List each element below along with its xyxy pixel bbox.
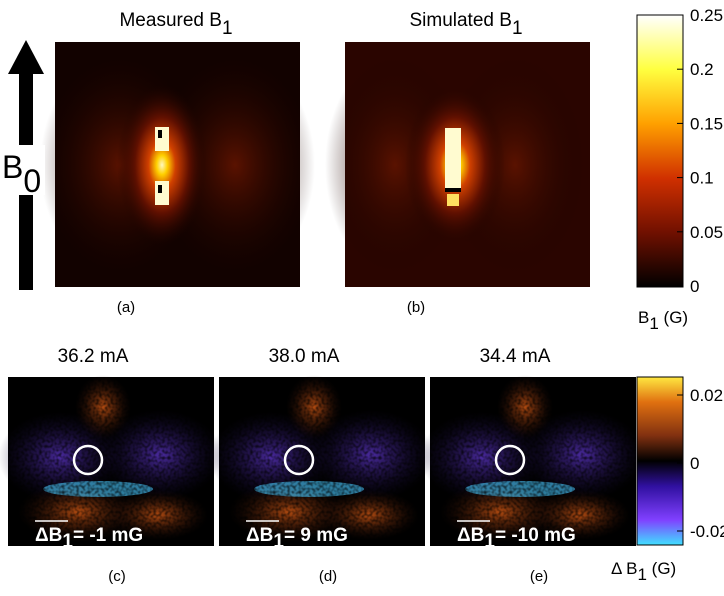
colorbar [636,14,684,288]
image-measured [40,42,315,287]
panel-title: 36.2 mA [58,346,129,367]
tick-label: -0.02 [690,522,724,541]
annotation: ΔB1= -10 mG [457,525,576,552]
annotation: ΔB1= 9 mG [246,525,348,552]
annotation: ΔB1= -1 mG [35,525,143,552]
tick-label: 0.05 [690,223,723,242]
tick-label: 0.25 [690,6,723,25]
panel-label: (a) [117,299,135,316]
panel-title: 38.0 mA [269,346,340,367]
panel-title: Simulated B1 [409,10,522,39]
colorbar-label: Δ B1 (G) [611,559,676,584]
tick-label: 0.1 [690,169,714,188]
panel-label: (e) [530,568,548,585]
tick-label: 0.02 [690,386,723,405]
field-label: B0 [2,149,41,199]
panel-label: (d) [319,568,337,585]
panel-label: (c) [108,568,126,585]
image-difference [209,375,433,546]
tick-label: 0.15 [690,114,723,133]
image-difference [0,375,222,546]
colorbar [636,376,684,546]
tick-label: 0 [690,454,699,473]
image-difference [420,375,644,546]
tick-label: 0 [690,277,699,296]
tick-label: 0.2 [690,60,714,79]
image-simulated [325,42,590,287]
colorbar-label: B1 (G) [638,308,688,333]
panel-title: 34.4 mA [480,346,551,367]
panel-title: Measured B1 [119,10,232,39]
panel-label: (b) [407,299,425,316]
